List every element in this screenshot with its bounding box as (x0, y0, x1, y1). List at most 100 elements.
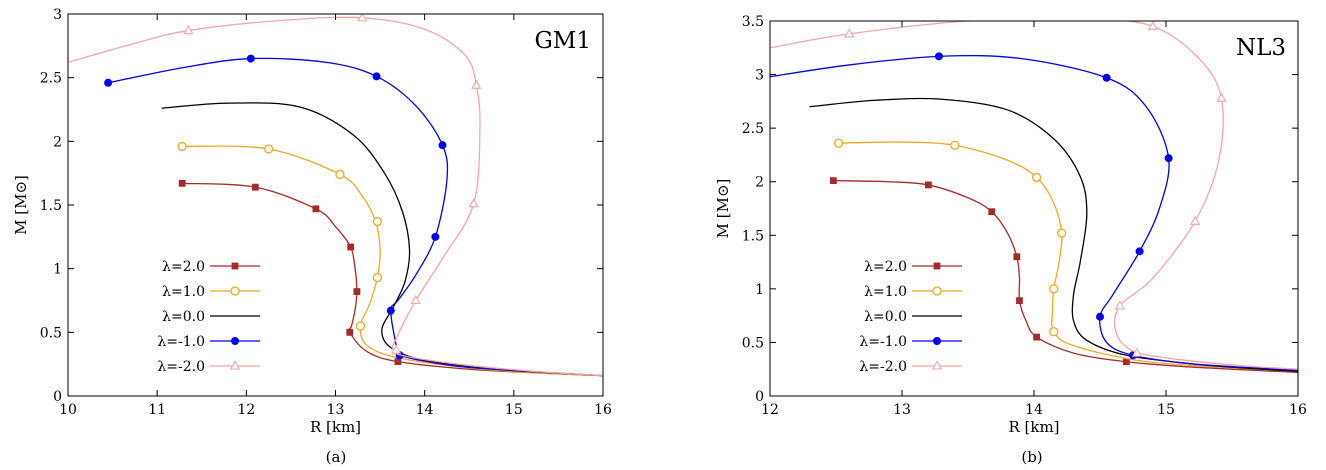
data-point (347, 243, 355, 251)
sub-caption: (b) (1021, 448, 1042, 466)
data-point (1013, 253, 1021, 261)
series-line (68, 16, 603, 377)
series-1 (178, 179, 603, 377)
x-tick-label: 11 (148, 402, 166, 418)
legend-label: λ=-1.0 (859, 334, 907, 350)
y-tick-label: 0.5 (40, 325, 62, 341)
legend-swatch-marker (933, 262, 941, 270)
series-line (770, 54, 1298, 371)
chart-panel-2: 12 13 14 15 16 0 0.5 1 1.5 2 2.5 3 3.5 R [km] M [M⊙] NL… (714, 14, 1307, 466)
y-tick-label: 3.5 (742, 14, 764, 30)
legend-swatch-marker (229, 360, 241, 370)
y-tick-label: 2.5 (40, 71, 62, 87)
y-axis-label: M [M⊙] (12, 175, 30, 235)
legend-label: λ=0.0 (864, 309, 907, 325)
legend-swatch-marker (933, 337, 941, 345)
data-point (468, 198, 479, 208)
y-tick-label: 3 (53, 7, 62, 23)
legend-label: λ=2.0 (864, 259, 907, 275)
legend-item-5: λ=-2.0 (859, 359, 962, 375)
data-point (988, 208, 996, 216)
data-point (355, 321, 366, 331)
y-tick-label: 0 (755, 389, 764, 405)
data-point (263, 144, 274, 154)
chart-panel-1: 10 11 12 13 14 15 16 0 0.5 1 1.5 2 2.5 3 R [km] M [M⊙] G… (12, 7, 612, 466)
y-tick-label: 3 (755, 68, 764, 84)
data-point (372, 72, 381, 81)
data-point (1049, 284, 1059, 294)
x-axis-label: R [km] (310, 418, 361, 436)
panel-label: GM1 (534, 28, 591, 54)
x-tick-label: 13 (893, 402, 911, 418)
series-4 (104, 54, 603, 377)
y-tick-label: 0.5 (742, 335, 764, 351)
legend: λ=2.0 λ=1.0 λ=0.0 λ=-1.0 λ=-2.0 (859, 259, 962, 375)
data-point (844, 28, 855, 38)
data-point (925, 181, 932, 189)
y-axis-label: M [M⊙] (714, 179, 732, 239)
data-point (1147, 21, 1158, 30)
data-point (1057, 228, 1067, 238)
data-point (1114, 300, 1125, 310)
x-tick-label: 12 (237, 402, 255, 418)
data-point (1049, 327, 1059, 337)
data-point (1164, 154, 1173, 163)
series-line (838, 141, 1298, 373)
x-tick-label: 14 (416, 402, 434, 418)
data-point (390, 344, 402, 354)
data-point (177, 141, 187, 152)
legend-item-4: λ=-1.0 (859, 334, 962, 350)
legend: λ=2.0 λ=1.0 λ=0.0 λ=-1.0 λ=-2.0 (157, 259, 260, 375)
data-point (183, 24, 194, 35)
data-point (833, 138, 844, 148)
data-point (386, 306, 395, 315)
data-point (1033, 333, 1041, 341)
sub-caption: (a) (326, 448, 347, 466)
y-tick-label: 2 (53, 134, 62, 150)
legend-label: λ=-2.0 (157, 359, 205, 375)
plot-frame (67, 13, 604, 397)
data-point (372, 272, 383, 283)
y-tick-label: 1.5 (742, 228, 764, 244)
legend-swatch-marker (231, 262, 239, 270)
series-line (161, 102, 603, 377)
data-point (1031, 172, 1042, 183)
data-point (312, 205, 320, 213)
data-point (394, 358, 402, 366)
data-point (1102, 73, 1111, 82)
y-tick-label: 1 (53, 262, 62, 278)
series-3 (161, 102, 603, 377)
legend-label: λ=-2.0 (859, 359, 907, 375)
y-tick-label: 0 (53, 389, 62, 405)
series-line (770, 21, 1298, 370)
legend-item-4: λ=-1.0 (157, 334, 260, 350)
y-tick-label: 1 (755, 282, 764, 298)
legend-swatch-marker (931, 360, 943, 370)
legend-item-2: λ=1.0 (864, 284, 962, 300)
legend-label: λ=-1.0 (157, 334, 205, 350)
y-tick-label: 1.5 (40, 198, 62, 214)
data-point (410, 294, 421, 305)
data-point (104, 78, 113, 87)
x-tick-label: 14 (1025, 402, 1043, 418)
data-point (1016, 297, 1023, 305)
data-point (1216, 92, 1227, 102)
x-tick-label: 12 (761, 402, 779, 418)
data-point (335, 169, 345, 180)
x-axis-label: R [km] (1008, 418, 1059, 436)
series-2 (833, 138, 1298, 373)
x-tick-label: 10 (59, 402, 77, 418)
legend-item-1: λ=2.0 (864, 259, 962, 275)
data-point (1096, 312, 1104, 321)
legend-label: λ=0.0 (162, 309, 205, 325)
data-point (950, 140, 960, 150)
data-point (431, 232, 440, 241)
data-point (1123, 358, 1130, 366)
data-point (829, 177, 837, 185)
data-point (353, 288, 361, 295)
y-tick-label: 2.5 (742, 121, 764, 137)
x-tick-label: 15 (505, 402, 523, 418)
data-point (471, 79, 482, 89)
data-point (246, 54, 255, 63)
